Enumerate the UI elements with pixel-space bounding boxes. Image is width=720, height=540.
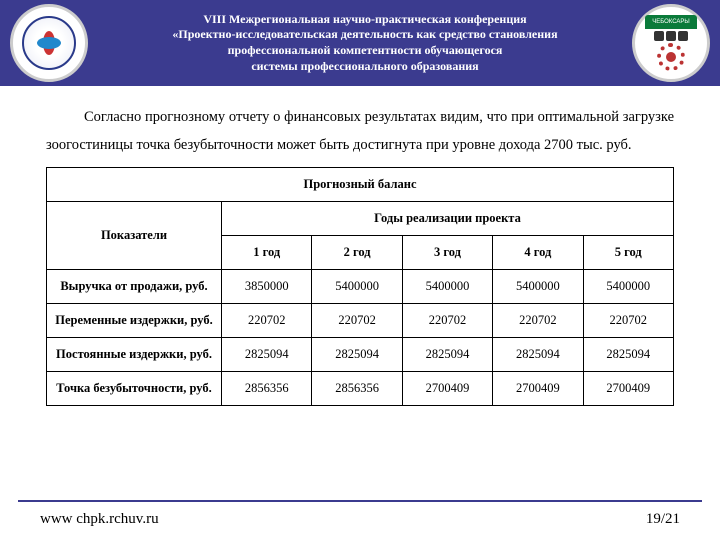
logo-right-icons bbox=[654, 31, 688, 41]
header-line-4: системы профессионального образования bbox=[90, 59, 640, 75]
header-title: VIII Межрегиональная научно-практическая… bbox=[90, 12, 640, 74]
row-label: Переменные издержки, руб. bbox=[47, 304, 222, 338]
year-label: 2 год bbox=[312, 236, 402, 270]
page-number: 19/21 bbox=[646, 511, 680, 528]
mini-icon bbox=[654, 31, 664, 41]
cell: 2825094 bbox=[222, 338, 312, 372]
footer-divider bbox=[18, 500, 702, 502]
year-label: 5 год bbox=[583, 236, 673, 270]
cell: 2700409 bbox=[583, 372, 673, 406]
cell: 2825094 bbox=[583, 338, 673, 372]
table-row: Постоянные издержки, руб. 2825094 282509… bbox=[47, 338, 674, 372]
cell: 220702 bbox=[222, 304, 312, 338]
cell: 220702 bbox=[312, 304, 402, 338]
year-label: 1 год bbox=[222, 236, 312, 270]
table-row: Выручка от продажи, руб. 3850000 5400000… bbox=[47, 270, 674, 304]
table-caption: Прогнозный баланс bbox=[47, 168, 674, 202]
cell: 3850000 bbox=[222, 270, 312, 304]
table-row: Переменные издержки, руб. 220702 220702 … bbox=[47, 304, 674, 338]
cell: 220702 bbox=[402, 304, 492, 338]
header-line-2: «Проектно-исследовательская деятельность… bbox=[90, 27, 640, 43]
logo-right-emblem: ЧЕБОКСАРЫ bbox=[641, 13, 701, 73]
header-years: Годы реализации проекта bbox=[222, 202, 674, 236]
mini-icon bbox=[666, 31, 676, 41]
cell: 5400000 bbox=[402, 270, 492, 304]
cell: 220702 bbox=[493, 304, 583, 338]
logo-left-emblem bbox=[22, 16, 76, 70]
mini-icon bbox=[678, 31, 688, 41]
cell: 2825094 bbox=[402, 338, 492, 372]
cell: 2825094 bbox=[493, 338, 583, 372]
cell: 220702 bbox=[583, 304, 673, 338]
propeller-icon bbox=[36, 30, 62, 56]
header-line-3: профессиональной компетентности обучающе… bbox=[90, 43, 640, 59]
cell: 2700409 bbox=[402, 372, 492, 406]
intro-paragraph: Согласно прогнозному отчету о финансовых… bbox=[46, 104, 674, 159]
table-caption-row: Прогнозный баланс bbox=[47, 168, 674, 202]
logo-left bbox=[10, 4, 88, 82]
footer: www chpk.rchuv.ru 19/21 bbox=[0, 511, 720, 528]
cell: 2856356 bbox=[312, 372, 402, 406]
table-header-row-1: Показатели Годы реализации проекта bbox=[47, 202, 674, 236]
cell: 5400000 bbox=[493, 270, 583, 304]
header-band: VIII Межрегиональная научно-практическая… bbox=[0, 0, 720, 86]
cell: 2700409 bbox=[493, 372, 583, 406]
cell: 5400000 bbox=[312, 270, 402, 304]
year-label: 3 год bbox=[402, 236, 492, 270]
header-line-1: VIII Межрегиональная научно-практическая… bbox=[90, 12, 640, 28]
year-label: 4 год bbox=[493, 236, 583, 270]
table-row: Точка безубыточности, руб. 2856356 28563… bbox=[47, 372, 674, 406]
footer-url: www chpk.rchuv.ru bbox=[40, 511, 159, 528]
logo-right: ЧЕБОКСАРЫ bbox=[632, 4, 710, 82]
cell: 2856356 bbox=[222, 372, 312, 406]
content: Согласно прогнозному отчету о финансовых… bbox=[0, 86, 720, 406]
row-label: Постоянные издержки, руб. bbox=[47, 338, 222, 372]
forecast-table: Прогнозный баланс Показатели Годы реализ… bbox=[46, 167, 674, 406]
row-label: Точка безубыточности, руб. bbox=[47, 372, 222, 406]
logo-right-text: ЧЕБОКСАРЫ bbox=[645, 15, 697, 29]
row-label: Выручка от продажи, руб. bbox=[47, 270, 222, 304]
cell: 5400000 bbox=[583, 270, 673, 304]
gear-icon bbox=[657, 43, 685, 71]
header-indicators: Показатели bbox=[47, 202, 222, 270]
cell: 2825094 bbox=[312, 338, 402, 372]
